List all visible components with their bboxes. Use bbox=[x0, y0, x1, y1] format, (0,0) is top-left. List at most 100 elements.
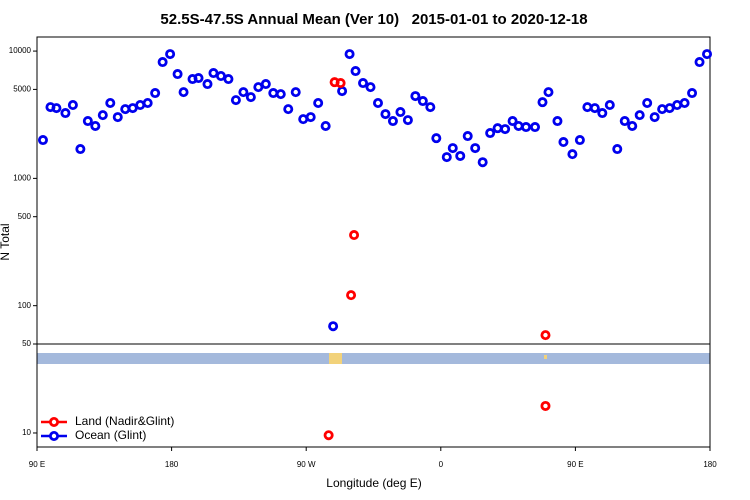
point bbox=[97, 110, 108, 121]
point bbox=[350, 66, 361, 77]
point bbox=[521, 122, 532, 133]
landmask-band bbox=[37, 353, 710, 364]
point bbox=[165, 49, 176, 60]
point bbox=[313, 97, 324, 108]
point bbox=[447, 143, 458, 154]
point bbox=[462, 131, 473, 142]
point bbox=[567, 149, 578, 160]
point bbox=[582, 102, 593, 113]
point bbox=[372, 97, 383, 108]
point bbox=[574, 135, 585, 146]
point bbox=[328, 321, 339, 332]
point bbox=[337, 86, 348, 97]
legend-label: Land (Nadir&Glint) bbox=[75, 414, 174, 428]
point bbox=[612, 144, 623, 155]
point bbox=[589, 103, 600, 114]
point bbox=[172, 69, 183, 80]
point bbox=[500, 124, 511, 135]
point bbox=[530, 122, 541, 133]
point bbox=[537, 97, 548, 108]
point bbox=[485, 128, 496, 139]
point bbox=[344, 49, 355, 60]
point bbox=[687, 88, 698, 99]
point bbox=[245, 92, 256, 103]
point bbox=[634, 110, 645, 121]
point bbox=[105, 97, 116, 108]
point bbox=[492, 123, 503, 134]
point bbox=[346, 290, 357, 301]
point bbox=[597, 108, 608, 119]
point bbox=[540, 400, 551, 411]
x-tick-label: 180 bbox=[703, 460, 717, 469]
point bbox=[112, 112, 123, 123]
y-tick-label: 5000 bbox=[13, 85, 31, 94]
legend-label: Ocean (Glint) bbox=[75, 428, 146, 442]
point bbox=[431, 133, 442, 144]
point bbox=[540, 330, 551, 341]
point bbox=[470, 143, 481, 154]
point bbox=[67, 100, 78, 111]
y-tick-label: 500 bbox=[18, 212, 32, 221]
point bbox=[75, 144, 86, 155]
point bbox=[513, 120, 524, 131]
point bbox=[283, 104, 294, 115]
x-tick-label: 90 W bbox=[297, 460, 316, 469]
point bbox=[120, 104, 131, 115]
point bbox=[157, 57, 168, 68]
point bbox=[150, 88, 161, 99]
y-axis-label: N Total bbox=[0, 223, 12, 260]
point bbox=[552, 116, 563, 127]
point bbox=[694, 57, 705, 68]
point bbox=[260, 79, 271, 90]
point bbox=[142, 97, 153, 108]
point bbox=[627, 120, 638, 131]
point bbox=[223, 74, 234, 85]
point bbox=[477, 157, 488, 168]
point bbox=[193, 73, 204, 84]
point bbox=[335, 78, 346, 89]
point bbox=[323, 430, 334, 441]
point bbox=[657, 104, 668, 115]
point bbox=[305, 112, 316, 123]
x-tick-label: 0 bbox=[439, 460, 444, 469]
landmask-land bbox=[329, 353, 342, 364]
x-axis-label: Longitude (deg E) bbox=[326, 476, 421, 490]
x-tick-label: 90 E bbox=[567, 460, 583, 469]
point bbox=[82, 116, 93, 127]
chart-title: 52.5S-47.5S Annual Mean (Ver 10) 2015-01… bbox=[160, 11, 587, 28]
point bbox=[410, 91, 421, 102]
legend-marker bbox=[49, 416, 60, 427]
point bbox=[395, 107, 406, 118]
point bbox=[558, 137, 569, 148]
point bbox=[290, 87, 301, 98]
y-tick-label: 100 bbox=[18, 301, 32, 310]
point bbox=[320, 120, 331, 131]
landmask-land bbox=[544, 355, 547, 359]
point bbox=[178, 87, 189, 98]
legend-marker bbox=[49, 430, 60, 441]
point bbox=[702, 49, 713, 60]
point bbox=[51, 103, 62, 114]
point bbox=[365, 82, 376, 93]
point bbox=[402, 115, 413, 126]
point bbox=[358, 78, 369, 89]
x-tick-label: 90 E bbox=[29, 460, 45, 469]
point bbox=[455, 150, 466, 161]
point bbox=[441, 152, 452, 163]
point bbox=[268, 88, 279, 99]
point bbox=[60, 108, 71, 119]
y-tick-label: 10 bbox=[22, 428, 31, 437]
point bbox=[679, 97, 690, 108]
plot-frame bbox=[36, 36, 711, 448]
point bbox=[275, 89, 286, 100]
point bbox=[90, 120, 101, 131]
y-tick-label: 10000 bbox=[9, 46, 32, 55]
y-tick-label: 1000 bbox=[13, 173, 31, 182]
point bbox=[604, 100, 615, 111]
point bbox=[619, 116, 630, 127]
point bbox=[543, 87, 554, 98]
point bbox=[649, 112, 660, 123]
point bbox=[507, 116, 518, 127]
point bbox=[37, 135, 48, 146]
